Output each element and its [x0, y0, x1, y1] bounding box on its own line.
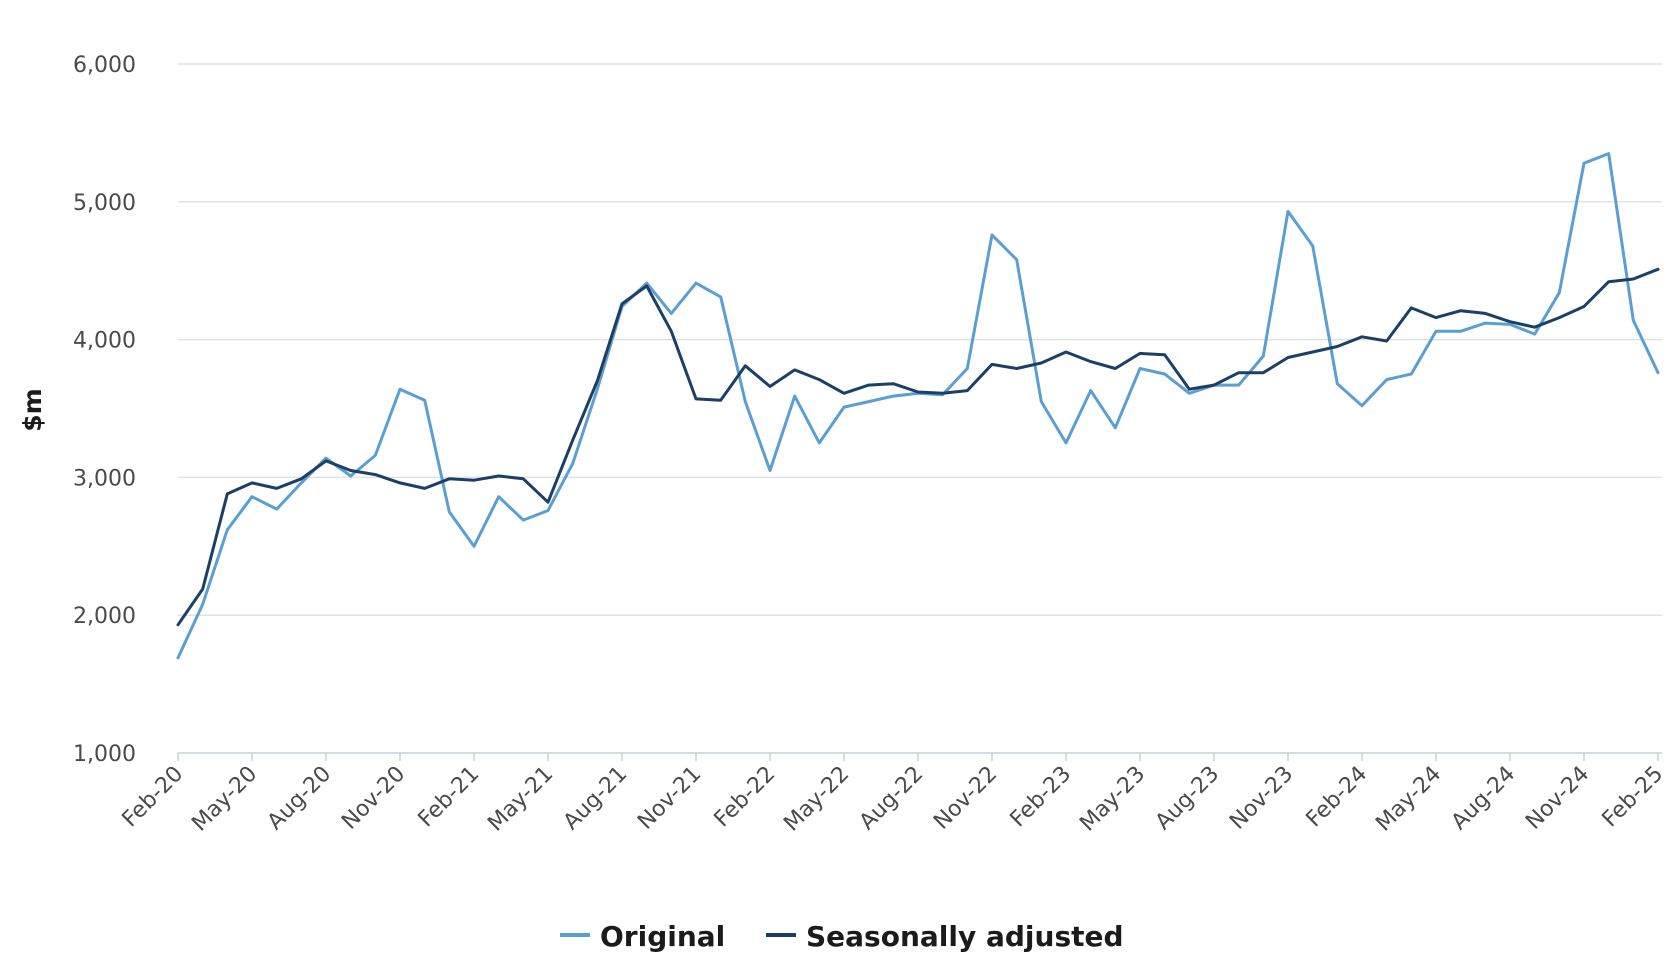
x-tick-label: Aug-23: [1151, 762, 1224, 835]
x-tick-label: May-23: [1075, 762, 1150, 837]
gridlines: [178, 63, 1662, 754]
y-tick-label: 5,000: [73, 191, 136, 216]
x-tick-label: Aug-21: [559, 762, 632, 835]
x-tick-label: May-20: [187, 762, 262, 837]
x-tick-label: Feb-24: [1302, 762, 1373, 833]
x-tick-label: Nov-22: [929, 762, 1002, 835]
x-tick-label: Nov-20: [337, 762, 410, 835]
x-tick-label: Feb-20: [118, 762, 189, 833]
y-axis-title: $m: [18, 388, 47, 431]
legend-label-original: Original: [600, 920, 725, 953]
x-tick-label: Aug-20: [263, 762, 336, 835]
x-tick-label: Nov-24: [1521, 762, 1594, 835]
series-line-original: [176, 152, 1660, 660]
x-tick-label: Aug-24: [1447, 762, 1520, 835]
x-tick-label: Nov-21: [633, 762, 706, 835]
x-tick-label: Feb-25: [1598, 762, 1669, 833]
y-tick-label: 4,000: [73, 329, 136, 354]
x-tick-label: Aug-22: [855, 762, 928, 835]
series-lines: [176, 152, 1660, 660]
legend-label-seasonally-adjusted: Seasonally adjusted: [806, 920, 1124, 953]
x-tick-label: Nov-23: [1225, 762, 1298, 835]
x-tick-label: May-22: [779, 762, 854, 837]
x-tick-label: May-21: [483, 762, 558, 837]
x-tick-label: Feb-22: [710, 762, 781, 833]
y-tick-label: 3,000: [73, 466, 136, 491]
y-tick-label: 2,000: [73, 604, 136, 629]
y-axis-ticks: 1,000 2,000 3,000 4,000 5,000 6,000: [73, 53, 136, 767]
x-axis-ticks: Feb-20 May-20 Aug-20 Nov-20 Feb-21 May-21 Aug-…: [118, 753, 1669, 837]
x-tick-label: Feb-23: [1006, 762, 1077, 833]
y-tick-label: 1,000: [73, 742, 136, 767]
y-tick-label: 6,000: [73, 53, 136, 78]
x-tick-label: May-24: [1371, 762, 1446, 837]
legend: Original Seasonally adjusted: [560, 920, 1124, 953]
series-line-seasonally-adjusted: [176, 267, 1660, 627]
x-tick-label: Feb-21: [414, 762, 485, 833]
